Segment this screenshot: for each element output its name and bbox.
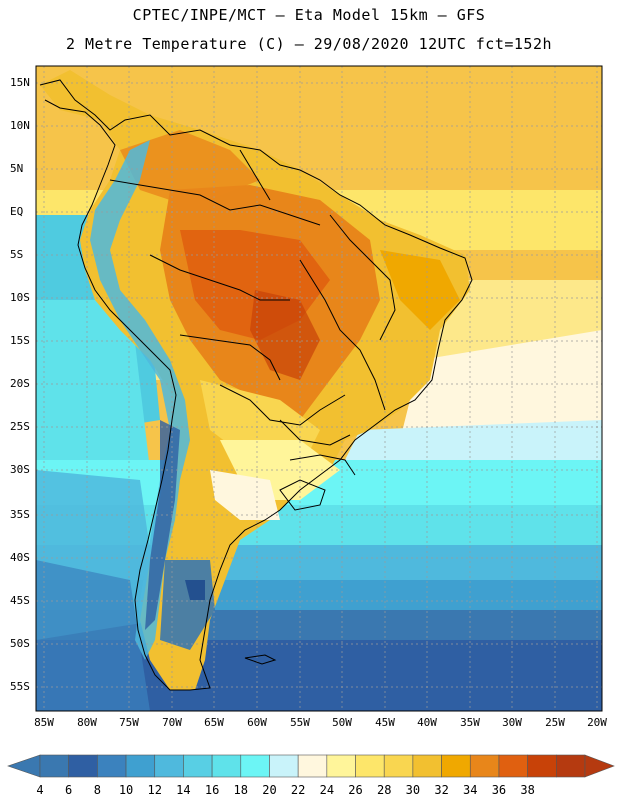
lat-label: 10S: [10, 291, 30, 304]
colorbar-swatch: [297, 754, 328, 778]
lon-label: 65W: [204, 716, 224, 729]
colorbar-tick-label: 6: [65, 783, 73, 797]
coastlines-and-borders: [39, 79, 473, 691]
colorbar-swatch: [97, 754, 127, 778]
colorbar-swatch: [183, 754, 213, 778]
lon-label: 60W: [247, 716, 267, 729]
lon-label: 85W: [34, 716, 54, 729]
colorbar-swatch: [527, 754, 557, 778]
lon-label: 20W: [587, 716, 607, 729]
map-title-line-1: CPTEC/INPE/MCT – Eta Model 15km – GFS: [132, 6, 486, 24]
lat-label: 55S: [10, 680, 30, 693]
colorbar-swatch: [556, 754, 586, 778]
colorbar-tick-label: 10: [118, 783, 134, 797]
lat-label: 10N: [10, 119, 30, 132]
lon-label: 30W: [502, 716, 522, 729]
colorbar-tick-label: 26: [348, 783, 363, 797]
colorbar-swatch: [211, 754, 242, 778]
lat-label: 5N: [10, 162, 24, 175]
colorbar-swatch: [441, 754, 471, 778]
lat-label: 15N: [10, 76, 30, 89]
colorbar-swatch: [498, 754, 528, 778]
colorbar-swatch: [125, 754, 156, 778]
lon-label: 25W: [545, 716, 565, 729]
colorbar-arrow-low: [7, 754, 41, 778]
colorbar-tick-label: 16: [204, 783, 220, 797]
lon-label: 55W: [290, 716, 310, 729]
colorbar-swatch: [39, 754, 69, 778]
lon-label: 75W: [119, 716, 139, 729]
lat-label: 40S: [10, 551, 30, 564]
colorbar-tick-label: 4: [36, 783, 44, 797]
lon-label: 35W: [460, 716, 480, 729]
lat-label: 25S: [10, 420, 30, 433]
lat-label: EQ: [10, 205, 24, 218]
colorbar-swatch: [469, 754, 500, 778]
lat-lon-grid: [36, 66, 602, 711]
colorbar-tick-label: 8: [93, 783, 101, 797]
map-frame: [35, 65, 603, 712]
temperature-field: [36, 66, 602, 711]
colorbar-tick-label: 34: [463, 783, 478, 797]
colorbar-arrow-high: [584, 754, 615, 778]
lon-label: 70W: [162, 716, 182, 729]
colorbar-tick-label: 30: [405, 783, 421, 797]
colorbar-tick-label: 12: [147, 783, 162, 797]
colorbar-tick-label: 18: [233, 783, 248, 797]
colorbar-tick-label: 14: [176, 783, 191, 797]
colorbar-swatch: [269, 754, 299, 778]
colorbar-tick-label: 36: [491, 783, 507, 797]
lon-label: 40W: [417, 716, 437, 729]
colorbar-swatch: [326, 754, 356, 778]
colorbar-tick-label: 32: [434, 783, 449, 797]
colorbar-swatch: [355, 754, 385, 778]
colorbar-swatch: [240, 754, 270, 778]
lat-label: 30S: [10, 463, 30, 476]
colorbar: [7, 754, 615, 778]
lon-label: 45W: [375, 716, 395, 729]
lon-label: 80W: [77, 716, 97, 729]
lat-label: 50S: [10, 637, 30, 650]
colorbar-tick-label: 22: [290, 783, 306, 797]
colorbar-swatch: [154, 754, 184, 778]
colorbar-swatch: [383, 754, 414, 778]
lon-label: 50W: [332, 716, 352, 729]
colorbar-tick-label: 24: [319, 783, 335, 797]
lat-label: 45S: [10, 594, 30, 607]
lat-label: 35S: [10, 508, 30, 521]
map-title-line-2: 2 Metre Temperature (C) – 29/08/2020 12U…: [65, 35, 553, 53]
lat-label: 5S: [10, 248, 24, 261]
colorbar-swatch: [412, 754, 442, 778]
colorbar-tick-label: 20: [262, 783, 277, 797]
lat-label: 15S: [10, 334, 30, 347]
colorbar-tick-label: 28: [376, 783, 392, 797]
colorbar-swatch: [68, 754, 98, 778]
colorbar-tick-label: 38: [520, 783, 535, 797]
lat-label: 20S: [10, 377, 30, 390]
